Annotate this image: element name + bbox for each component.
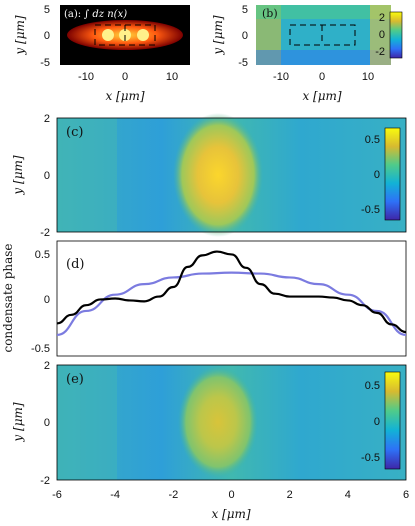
panel-b-noise-bottom: [256, 50, 391, 65]
panel-a-ylabel: y [μm]: [13, 15, 27, 55]
panel-c-ylabel: y [μm]: [11, 155, 25, 195]
panel-d-ytick: 0: [44, 294, 50, 306]
panel-a-xtick: -10: [78, 71, 94, 83]
panel-b-cbar-tick: 0: [379, 29, 385, 41]
panel-e-label: (e): [66, 372, 84, 387]
panel-b-xtick: -10: [273, 71, 289, 83]
panel-a-ytick: 5: [44, 4, 50, 16]
panel-b-xtick: 0: [319, 71, 325, 83]
panel-e-xticks: -6 -4 -2 0 2 4 6: [52, 489, 409, 501]
panel-c-cbar-tick: -0.5: [361, 204, 380, 216]
panel-b-colorbar: [389, 11, 403, 59]
panel-c-label: (c): [66, 125, 83, 140]
panel-e-xtick: 6: [403, 489, 409, 501]
panel-e-xtick: -2: [168, 489, 178, 501]
panel-c-side-band-left: [57, 118, 117, 232]
panel-a-peak-right: [137, 29, 149, 41]
panel-b-ylabel: y [μm]: [211, 15, 225, 55]
panel-d-ytick: 0.5: [35, 249, 50, 261]
panel-d-label: (d): [66, 257, 84, 272]
panel-e: 0.5 0 -0.5 (e) 2 0 -2 -6 -4 -2 0 2 4 6 x [μm] …: [11, 360, 409, 521]
panel-b-xtick: 10: [362, 71, 374, 83]
panel-e-xtick: -4: [110, 489, 120, 501]
panel-a-annotation: ∫ dz n(x): [84, 9, 127, 20]
panel-e-ytick: -2: [40, 475, 50, 487]
panel-c-ytick: 0: [44, 170, 50, 182]
panel-d-ylabel: condensate phase: [1, 243, 15, 352]
panel-a-xtick: 0: [122, 71, 128, 83]
panel-a-label: (a):: [64, 9, 81, 20]
panel-e-ytick: 0: [44, 417, 50, 429]
panel-b: 2 0 -2 (b) 5 0 -5 -10 0 10 x [μm] y [μm]: [211, 4, 403, 103]
panel-e-xtick: -6: [52, 489, 62, 501]
phase-curve-measured: [56, 250, 407, 334]
panel-d-ytick: -0.5: [31, 343, 50, 355]
panel-c-ytick: 2: [44, 113, 50, 125]
panel-a-ytick: 0: [44, 30, 50, 42]
panel-e-xtick: 2: [287, 489, 293, 501]
panel-d-series: [56, 250, 407, 337]
panel-d: (d) 0.5 0 -0.5 condensate phase: [1, 240, 407, 357]
panel-c-colorbar: [384, 127, 401, 221]
panel-c-cbar-tick: 0.5: [365, 134, 380, 146]
panel-c: 0.5 0 -0.5 (c) 2 0 -2 y [μm]: [11, 113, 407, 239]
panel-a-xtick: 10: [166, 71, 178, 83]
panel-a-ytick: -5: [40, 57, 50, 69]
phase-curve-fit: [56, 271, 407, 337]
panel-e-cbar-tick: -0.5: [361, 452, 380, 464]
panel-a-peak-left: [102, 29, 114, 41]
panel-a-xlabel: x [μm]: [105, 89, 144, 103]
panel-b-cbar-tick: -2: [375, 46, 385, 58]
panel-b-xlabel: x [μm]: [302, 89, 341, 103]
panel-e-colorbar: [384, 371, 401, 470]
panel-b-ytick: 0: [242, 30, 248, 42]
panel-e-ytick: 2: [44, 360, 50, 372]
panel-e-xtick: 4: [345, 489, 351, 501]
panel-e-side-band-left: [57, 365, 117, 480]
panel-e-cbar-tick: 0: [374, 416, 380, 428]
panel-e-peak: [178, 366, 258, 478]
panel-e-ylabel: y [μm]: [11, 402, 25, 442]
panel-c-peak: [173, 113, 263, 237]
panel-b-label: (b): [262, 7, 278, 20]
panel-e-xtick: 0: [228, 489, 234, 501]
panel-e-xlabel: x [μm]: [211, 507, 250, 521]
panel-e-frame: [56, 364, 407, 481]
panel-c-cbar-tick: 0: [374, 169, 380, 181]
panel-e-cbar-tick: 0.5: [365, 380, 380, 392]
panel-c-frame: [56, 117, 407, 233]
panel-b-cbar-tick: 2: [379, 12, 385, 24]
panel-b-ytick: 5: [242, 4, 248, 16]
panel-a: (a): ∫ dz n(x) 5 0 -5 -10 0 10 x [μm] y …: [13, 4, 190, 103]
panel-b-noise-top: [256, 5, 391, 19]
panel-b-ytick: -5: [238, 57, 248, 69]
panel-b-noise-right: [370, 5, 391, 65]
panel-c-ytick: -2: [40, 227, 50, 239]
